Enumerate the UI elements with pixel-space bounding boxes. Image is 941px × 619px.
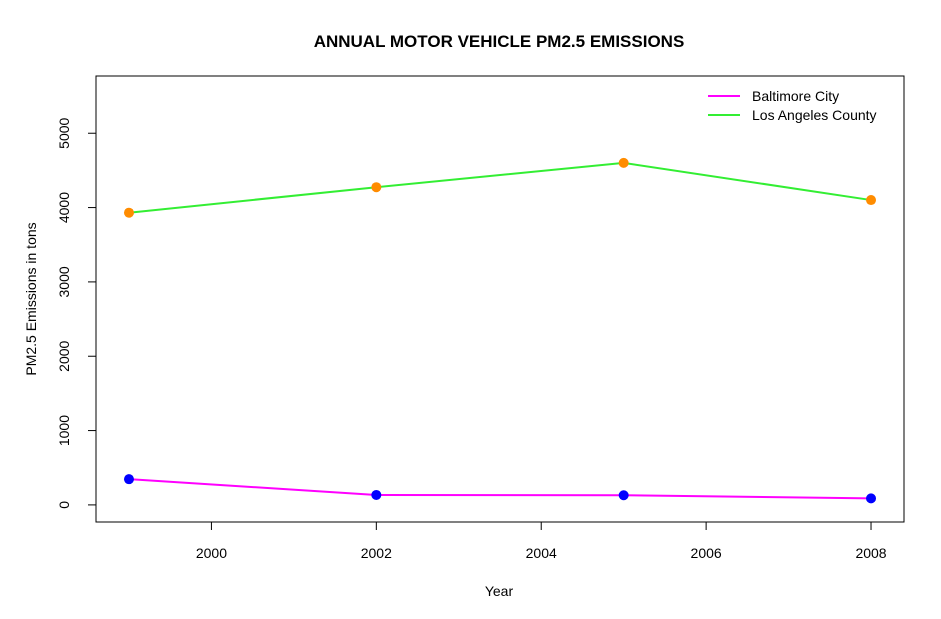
data-point-baltimore-city <box>866 493 877 504</box>
y-tick-label: 4000 <box>56 192 72 223</box>
legend: Baltimore City Los Angeles County <box>708 88 877 123</box>
x-tick-label: 2006 <box>691 545 722 561</box>
y-tick-label: 2000 <box>56 340 72 371</box>
data-point-los-angeles-county <box>123 207 134 218</box>
data-point-baltimore-city <box>371 489 382 500</box>
data-point-baltimore-city <box>618 490 629 501</box>
series-line-los-angeles-county <box>128 161 872 214</box>
chart-title: ANNUAL MOTOR VEHICLE PM2.5 EMISSIONS <box>314 32 685 51</box>
data-point-baltimore-city <box>123 474 134 485</box>
y-tick-label: 3000 <box>56 266 72 297</box>
legend-label-baltimore-city: Baltimore City <box>752 88 839 104</box>
series-layer <box>123 157 877 504</box>
plot-frame <box>95 75 905 523</box>
y-tick-label: 5000 <box>56 117 72 148</box>
x-tick-label: 2000 <box>196 545 227 561</box>
data-point-los-angeles-county <box>618 157 629 168</box>
legend-label-los-angeles-county: Los Angeles County <box>752 107 877 123</box>
data-point-los-angeles-county <box>866 195 877 206</box>
x-tick-label: 2004 <box>526 545 557 561</box>
x-axis-label: Year <box>485 583 514 599</box>
data-point-los-angeles-county <box>371 182 382 193</box>
y-axis: 0 1000 2000 3000 4000 5000 <box>56 117 97 509</box>
y-axis-label: PM2.5 Emissions in tons <box>23 222 39 375</box>
series-line-baltimore-city <box>128 478 872 500</box>
x-tick-label: 2002 <box>361 545 392 561</box>
x-axis: 2000 2002 2004 2006 2008 <box>196 521 887 561</box>
y-tick-label: 0 <box>56 501 72 509</box>
x-tick-label: 2008 <box>855 545 886 561</box>
y-tick-label: 1000 <box>56 415 72 446</box>
